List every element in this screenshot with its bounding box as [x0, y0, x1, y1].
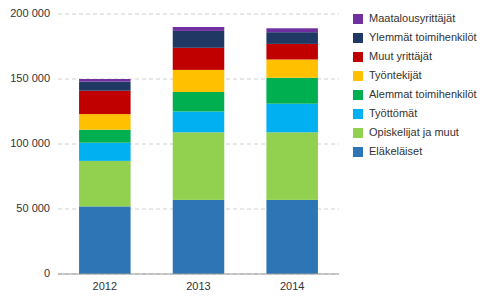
legend-label: Opiskelijat ja muut [369, 126, 459, 138]
legend-label: Ylemmät toimihenkilöt [369, 31, 477, 43]
bar-segment [266, 32, 318, 44]
bar-segment [79, 82, 131, 91]
legend-label: Muut yrittäjät [369, 50, 432, 62]
chart-svg: 0 50 000 100 000 150 000 200 000 2012 2013 2014… [0, 0, 491, 302]
chart-container: 0 50 000 100 000 150 000 200 000 2012 2013 2014… [0, 0, 491, 302]
x-axis: 2012 2013 2014 [93, 280, 305, 292]
bar-segment [79, 143, 131, 161]
bar-segment [173, 48, 225, 70]
bar-segment [79, 91, 131, 114]
bar-segment [266, 44, 318, 60]
x-tick-label: 2014 [280, 280, 304, 292]
bar-segment [79, 206, 131, 274]
legend-label: Alemmat toimihenkilöt [369, 88, 477, 100]
legend-swatch [353, 147, 363, 157]
bar-segment [79, 114, 131, 130]
legend-swatch [353, 33, 363, 43]
grid-line [58, 14, 339, 15]
bar-segment [173, 112, 225, 133]
grid-line [58, 274, 339, 275]
bar-segment [79, 79, 131, 82]
grid [58, 14, 339, 274]
y-tick-label: 200 000 [10, 7, 50, 19]
legend-swatch [353, 90, 363, 100]
series [79, 31, 318, 91]
legend-label: Työntekijät [369, 69, 422, 81]
y-tick-label: 50 000 [16, 202, 50, 214]
x-tick-label: 2012 [93, 280, 117, 292]
bar-segment [266, 200, 318, 274]
bar-segment [266, 28, 318, 32]
bar-segment [79, 161, 131, 207]
x-tick-label: 2013 [186, 280, 210, 292]
legend-swatch [353, 109, 363, 119]
bar-segment [173, 31, 225, 48]
bars [79, 27, 318, 274]
legend-swatch [353, 128, 363, 138]
bar-segment [173, 70, 225, 92]
bar-segment [173, 92, 225, 112]
series [79, 132, 318, 206]
series [79, 60, 318, 130]
bar-segment [266, 60, 318, 78]
y-tick-label: 100 000 [10, 137, 50, 149]
legend-swatch [353, 52, 363, 62]
series [79, 44, 318, 114]
legend-label: Maatalousyrittäjät [369, 12, 455, 24]
x-axis-line [58, 274, 339, 275]
y-tick-label: 150 000 [10, 72, 50, 84]
legend: Maatalousyrittäjät Ylemmät toimihenkilöt M… [353, 12, 477, 157]
bar-segment [79, 130, 131, 143]
series [79, 200, 318, 274]
bar-segment [173, 27, 225, 31]
bar-segment [173, 132, 225, 200]
bar-segment [266, 78, 318, 104]
y-tick-label: 0 [44, 267, 50, 279]
legend-swatch [353, 71, 363, 81]
bar-segment [173, 200, 225, 274]
bar-segment [266, 132, 318, 200]
legend-swatch [353, 14, 363, 24]
series [79, 27, 318, 82]
bar-segment [266, 104, 318, 133]
legend-label: Työttömät [369, 107, 417, 119]
y-axis: 0 50 000 100 000 150 000 200 000 [10, 7, 50, 279]
legend-label: Eläkeläiset [369, 145, 422, 157]
